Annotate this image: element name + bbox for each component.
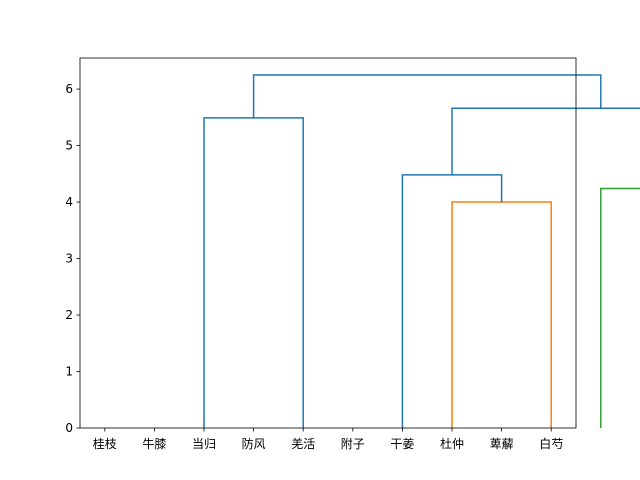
- x-tick-label-leaf: 羌活: [291, 437, 315, 451]
- dendrogram-link-1: [451, 201, 552, 428]
- y-tick-label: 0: [65, 421, 73, 435]
- x-tick-label-leaf: 当归: [192, 437, 216, 451]
- dendrogram-link-8: [252, 74, 602, 118]
- x-tick-label-leaf: 杜仲: [440, 436, 464, 451]
- dendrogram-link-7: [451, 107, 640, 175]
- dendrogram-links: [203, 74, 640, 428]
- y-axis: 0 1 2 3 4 5 6: [65, 82, 80, 435]
- plot-frame: [79, 57, 577, 429]
- y-tick-label: 2: [65, 308, 73, 322]
- x-tick-label-leaf: 桂枝: [93, 436, 117, 451]
- y-tick-label: 5: [65, 139, 73, 153]
- y-tick-label: 4: [65, 195, 73, 209]
- x-axis: 桂枝 牛膝 当归 防风 羌活 附子 干姜 杜仲 萆薢 白芍: [93, 428, 563, 451]
- x-tick-label-leaf: 干姜: [390, 437, 414, 451]
- dendrogram-link-3: [600, 187, 640, 428]
- x-tick-label-leaf: 防风: [242, 436, 266, 451]
- y-tick-label: 6: [65, 82, 73, 96]
- dendrogram-link-0: [203, 117, 304, 428]
- x-tick-label-leaf: 附子: [341, 437, 365, 451]
- x-tick-label-leaf: 白芍: [539, 436, 563, 451]
- y-tick-label: 1: [65, 365, 73, 379]
- x-tick-label-leaf: 萆薢: [490, 437, 514, 451]
- x-tick-label-leaf: 牛膝: [142, 436, 166, 451]
- y-tick-label: 3: [65, 252, 73, 266]
